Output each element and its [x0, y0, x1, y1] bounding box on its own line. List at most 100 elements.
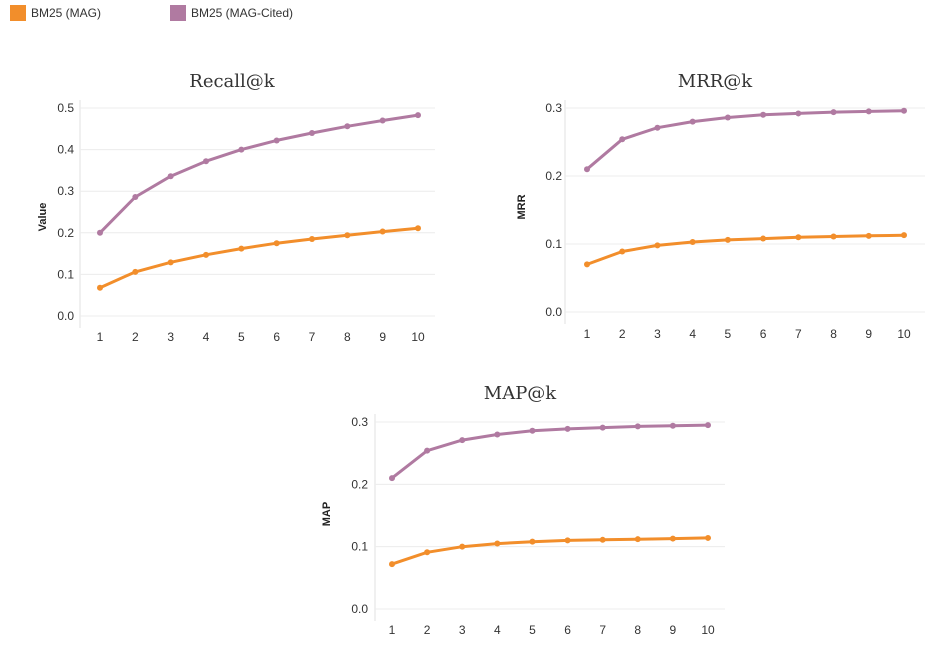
data-point[interactable]	[167, 173, 174, 180]
y-tick-label: 0.2	[545, 169, 562, 183]
x-tick-label: 10	[897, 327, 911, 341]
data-point[interactable]	[459, 437, 466, 444]
data-point[interactable]	[654, 242, 661, 249]
data-point[interactable]	[529, 427, 536, 434]
x-tick-label: 4	[494, 623, 501, 637]
data-point[interactable]	[705, 534, 711, 541]
y-tick-label: 0.2	[57, 226, 74, 240]
chart-title: Recall@k	[189, 71, 276, 92]
recall-at-k-chart: Recall@k 0.0 0.1 0.2 0.3 0.4 0.5 1 2 3 4 5 6 7 8 9 10 Val…	[37, 71, 435, 344]
data-point[interactable]	[344, 123, 351, 130]
data-point[interactable]	[415, 112, 421, 119]
legend-item-bm25-mag-cited[interactable]: BM25 (MAG-Cited)	[170, 5, 293, 21]
series-line	[390, 423, 710, 480]
x-tick-label: 9	[670, 623, 677, 637]
x-tick-label: 6	[760, 327, 767, 341]
data-point[interactable]	[309, 129, 315, 136]
data-point[interactable]	[689, 238, 696, 245]
x-tick-label: 4	[689, 327, 696, 341]
data-point[interactable]	[273, 240, 280, 247]
data-point[interactable]	[238, 146, 245, 153]
data-point[interactable]	[584, 261, 590, 268]
x-tick-label: 7	[599, 623, 606, 637]
x-tick-label: 10	[701, 623, 715, 637]
data-point[interactable]	[619, 248, 626, 255]
data-point[interactable]	[132, 268, 139, 275]
data-point[interactable]	[724, 236, 731, 243]
series-line	[585, 109, 906, 171]
y-tick-label: 0.5	[57, 101, 74, 115]
data-point[interactable]	[654, 124, 661, 131]
data-point[interactable]	[203, 158, 209, 165]
data-point[interactable]	[901, 107, 907, 114]
data-point[interactable]	[132, 194, 139, 201]
x-tick-label: 5	[529, 623, 536, 637]
data-point[interactable]	[424, 447, 431, 454]
x-tick-label: 4	[203, 330, 210, 344]
y-tick-label: 0.0	[545, 305, 562, 319]
data-point[interactable]	[669, 422, 676, 429]
y-axis-label: Value	[37, 203, 49, 232]
data-point[interactable]	[619, 136, 626, 143]
y-tick-label: 0.3	[545, 101, 562, 115]
data-point[interactable]	[724, 114, 731, 121]
data-point[interactable]	[415, 225, 421, 232]
data-point[interactable]	[760, 235, 767, 242]
x-tick-label: 3	[167, 330, 174, 344]
data-point[interactable]	[97, 284, 103, 291]
data-point[interactable]	[344, 232, 351, 239]
x-tick-label: 7	[795, 327, 802, 341]
data-point[interactable]	[830, 109, 837, 116]
data-point[interactable]	[494, 431, 501, 438]
y-tick-label: 0.1	[545, 237, 562, 251]
data-point[interactable]	[309, 236, 315, 243]
data-point[interactable]	[689, 118, 696, 125]
data-point[interactable]	[865, 108, 872, 115]
data-point[interactable]	[634, 536, 641, 543]
data-point[interactable]	[830, 233, 837, 240]
data-point[interactable]	[273, 137, 280, 144]
data-point[interactable]	[389, 561, 395, 568]
map-at-k-chart: MAP@k 0.0 0.1 0.2 0.3 1 2 3 4 5 6 7 8 9 10 MAP	[321, 383, 725, 637]
x-tick-label: 6	[273, 330, 280, 344]
data-point[interactable]	[599, 424, 606, 431]
mrr-at-k-chart: MRR@k 0.0 0.1 0.2 0.3 1 2 3 4 5 6 7 8 9 10 MRR	[516, 71, 925, 341]
data-point[interactable]	[795, 234, 802, 241]
data-point[interactable]	[669, 535, 676, 542]
y-axis-label: MAP	[321, 502, 333, 526]
x-tick-label: 5	[725, 327, 732, 341]
data-point[interactable]	[529, 538, 536, 545]
data-point[interactable]	[901, 232, 907, 239]
chart-title: MRR@k	[678, 71, 754, 92]
data-point[interactable]	[760, 111, 767, 118]
data-point[interactable]	[564, 425, 571, 432]
data-point[interactable]	[203, 251, 209, 258]
data-point[interactable]	[705, 422, 711, 429]
data-point[interactable]	[379, 228, 386, 235]
data-point[interactable]	[238, 245, 245, 252]
data-point[interactable]	[167, 259, 174, 266]
x-tick-label: 10	[411, 330, 425, 344]
x-tick-label: 6	[564, 623, 571, 637]
data-point[interactable]	[97, 229, 103, 236]
data-point[interactable]	[634, 423, 641, 430]
y-tick-label: 0.1	[57, 267, 74, 281]
x-tick-label: 1	[584, 327, 591, 341]
data-point[interactable]	[584, 166, 590, 173]
series-line	[98, 226, 420, 290]
series-line	[98, 113, 420, 235]
data-point[interactable]	[865, 232, 872, 239]
data-point[interactable]	[599, 536, 606, 543]
chart-title: MAP@k	[484, 383, 558, 404]
data-point[interactable]	[564, 537, 571, 544]
data-point[interactable]	[494, 540, 501, 547]
series-line	[585, 233, 906, 266]
data-point[interactable]	[459, 543, 466, 550]
data-point[interactable]	[795, 110, 802, 117]
y-tick-label: 0.2	[351, 477, 368, 491]
x-tick-label: 9	[379, 330, 386, 344]
data-point[interactable]	[424, 549, 431, 556]
legend-item-bm25-mag[interactable]: BM25 (MAG)	[10, 5, 101, 21]
data-point[interactable]	[389, 475, 395, 482]
data-point[interactable]	[379, 117, 386, 124]
